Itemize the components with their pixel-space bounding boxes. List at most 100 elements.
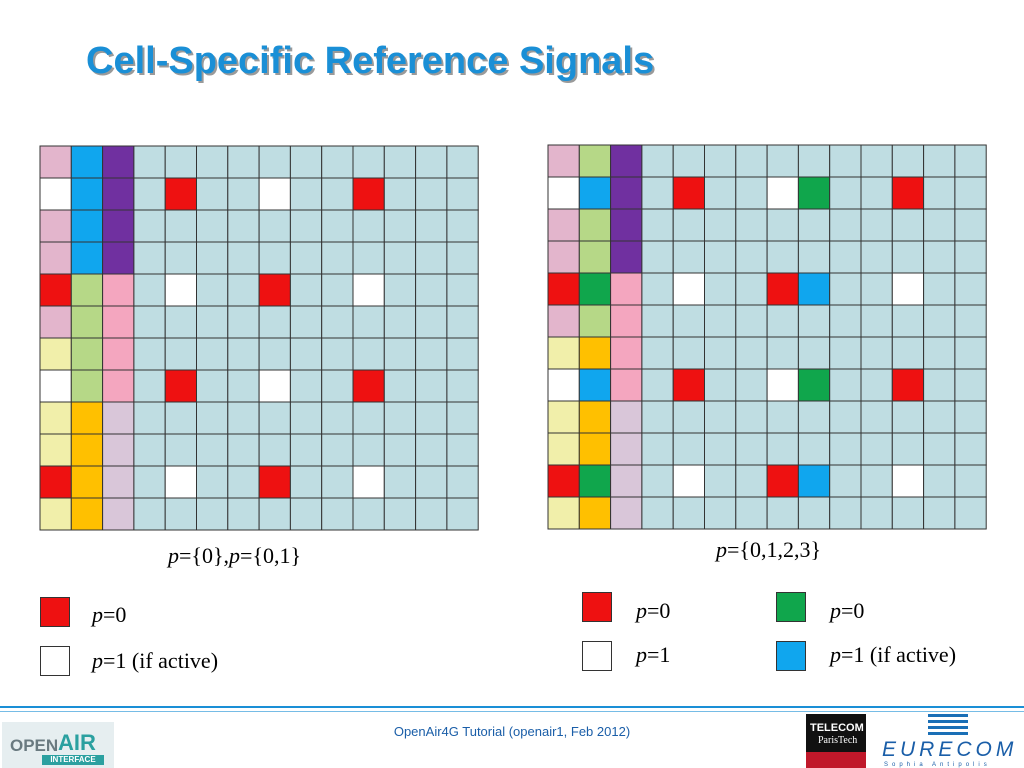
- resource-element-pink: [547, 144, 580, 178]
- resource-element-red: [39, 465, 72, 499]
- resource-element-red: [766, 464, 799, 498]
- resource-element-lightpink: [610, 336, 643, 370]
- resource-element-cell: [289, 177, 323, 211]
- resource-element-cell: [446, 241, 479, 275]
- resource-element-blue: [70, 177, 104, 211]
- resource-element-cell: [133, 209, 166, 243]
- resource-element-cell: [446, 465, 479, 499]
- resource-element-cell: [321, 209, 354, 243]
- grid-right: [547, 144, 987, 530]
- resource-element-cell: [321, 497, 354, 531]
- resource-element-cell: [829, 336, 862, 370]
- resource-element-cell: [641, 304, 674, 338]
- resource-element-cell: [321, 401, 354, 435]
- resource-element-cell: [923, 144, 956, 178]
- resource-element-cell: [891, 208, 925, 242]
- resource-element-cell: [766, 496, 799, 530]
- resource-element-cell: [289, 241, 323, 275]
- resource-element-cell: [383, 145, 417, 179]
- resource-element-white: [164, 465, 197, 499]
- resource-element-cell: [735, 208, 768, 242]
- resource-element-pink: [547, 208, 580, 242]
- resource-element-yellow: [39, 433, 72, 467]
- resource-element-cell: [289, 337, 323, 371]
- resource-element-cell: [196, 369, 229, 403]
- resource-element-cell: [860, 176, 893, 210]
- resource-element-cell: [704, 272, 737, 306]
- resource-element-lightpink: [102, 273, 135, 307]
- resource-element-cell: [164, 209, 197, 243]
- resource-element-cell: [860, 368, 893, 402]
- resource-element-cell: [196, 401, 229, 435]
- resource-element-cell: [891, 144, 925, 178]
- resource-element-cell: [766, 208, 799, 242]
- resource-element-pink: [39, 305, 72, 339]
- resource-element-cell: [704, 368, 737, 402]
- resource-element-cell: [227, 145, 260, 179]
- resource-element-white: [352, 273, 385, 307]
- resource-element-cell: [829, 176, 862, 210]
- resource-element-lightgreen: [578, 304, 612, 338]
- resource-element-cell: [641, 368, 674, 402]
- resource-element-cell: [797, 240, 831, 274]
- resource-element-cell: [352, 401, 385, 435]
- resource-element-cell: [446, 177, 479, 211]
- eurecom-logo: EURECOM Sophia Antipolis: [880, 714, 1013, 768]
- resource-element-red: [258, 273, 291, 307]
- resource-element-orange: [70, 433, 104, 467]
- resource-element-yellow: [547, 400, 580, 434]
- resource-element-cell: [446, 305, 479, 339]
- resource-element-purple: [610, 240, 643, 274]
- resource-element-lavender: [610, 496, 643, 530]
- resource-element-cell: [954, 432, 987, 466]
- resource-element-yellow: [547, 496, 580, 530]
- resource-element-cell: [891, 496, 925, 530]
- resource-element-cell: [829, 368, 862, 402]
- resource-element-cell: [641, 208, 674, 242]
- resource-element-lightpink: [610, 272, 643, 306]
- resource-element-white: [766, 176, 799, 210]
- resource-element-yellow: [39, 497, 72, 531]
- resource-element-cell: [321, 145, 354, 179]
- resource-element-cell: [164, 401, 197, 435]
- openairinterface-logo: OPEN AIR INTERFACE: [2, 722, 114, 768]
- resource-element-cell: [415, 337, 448, 371]
- resource-element-cell: [415, 465, 448, 499]
- resource-element-cell: [289, 273, 323, 307]
- resource-element-cell: [446, 401, 479, 435]
- resource-element-cell: [446, 433, 479, 467]
- resource-element-lightgreen: [578, 144, 612, 178]
- resource-element-cell: [352, 433, 385, 467]
- resource-element-cell: [704, 336, 737, 370]
- legend-label-p1-active: p=1 (if active): [92, 648, 219, 673]
- resource-element-cell: [415, 497, 448, 531]
- resource-element-purple: [102, 177, 135, 211]
- resource-element-blue: [797, 464, 831, 498]
- resource-element-red: [891, 368, 925, 402]
- resource-element-cell: [641, 272, 674, 306]
- resource-element-cell: [289, 465, 323, 499]
- resource-element-cell: [164, 145, 197, 179]
- resource-element-cell: [258, 241, 291, 275]
- resource-element-cell: [258, 401, 291, 435]
- resource-element-lavender: [102, 465, 135, 499]
- resource-element-cell: [415, 305, 448, 339]
- resource-element-cell: [829, 464, 862, 498]
- resource-element-cell: [383, 177, 417, 211]
- resource-element-cell: [196, 273, 229, 307]
- resource-element-red: [672, 368, 706, 402]
- resource-element-cell: [227, 337, 260, 371]
- resource-element-cell: [829, 272, 862, 306]
- resource-element-lavender: [610, 432, 643, 466]
- resource-element-cell: [641, 240, 674, 274]
- resource-element-cell: [321, 177, 354, 211]
- resource-element-lightpink: [102, 369, 135, 403]
- resource-element-white: [39, 369, 72, 403]
- resource-element-green: [797, 368, 831, 402]
- resource-element-cell: [860, 144, 893, 178]
- resource-element-red: [891, 176, 925, 210]
- resource-element-yellow: [39, 337, 72, 371]
- resource-element-white: [891, 464, 925, 498]
- resource-element-cell: [766, 400, 799, 434]
- resource-element-cell: [923, 240, 956, 274]
